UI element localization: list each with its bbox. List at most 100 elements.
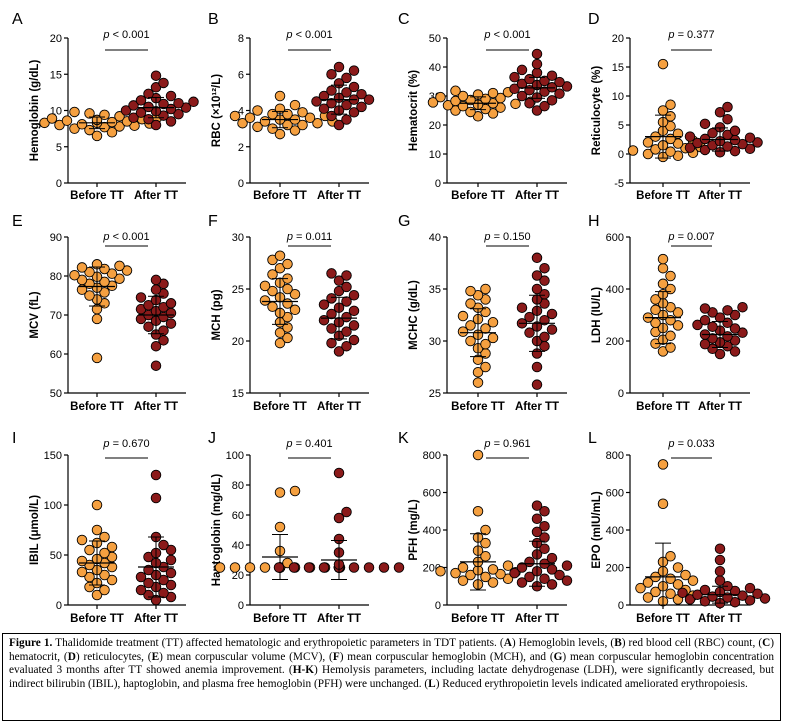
series-before	[427, 85, 536, 122]
y-tick-label: 4	[238, 106, 244, 118]
category-label: Before TT	[70, 190, 124, 202]
data-point	[657, 262, 669, 274]
data-point	[150, 274, 162, 286]
y-tick-label: 150	[44, 450, 62, 462]
data-point	[554, 569, 565, 581]
data-point	[684, 131, 696, 142]
y-tick-label: 5	[618, 120, 624, 132]
data-point	[91, 313, 103, 325]
data-point	[348, 320, 360, 331]
panel-letter: G	[398, 213, 410, 230]
data-point	[363, 562, 375, 573]
data-point	[657, 459, 669, 470]
data-point	[99, 547, 110, 559]
y-tick-label: -5	[614, 178, 624, 190]
data-point	[188, 96, 199, 108]
data-point	[326, 68, 337, 80]
data-point	[135, 584, 147, 596]
panel-f: F 15 20 25 30 MCH (pg) Before TT After TT p = 0.…	[208, 213, 369, 413]
data-point	[546, 564, 558, 575]
caption-segment: L	[428, 677, 436, 690]
category-label: Before TT	[70, 613, 124, 625]
pvalue-label: p = 0.670	[102, 438, 149, 450]
series-after	[509, 500, 573, 592]
data-point	[752, 588, 763, 600]
data-point	[531, 500, 543, 511]
data-point	[106, 126, 118, 138]
data-point	[267, 269, 278, 280]
y-tick-label: 0	[56, 600, 62, 612]
data-point	[699, 303, 711, 314]
data-point	[642, 137, 654, 148]
data-point	[289, 99, 301, 111]
pvalue-rest: < 0.001	[110, 231, 150, 243]
y-tick-label: 800	[606, 450, 624, 462]
data-point	[714, 554, 726, 566]
pvalue-label: p = 0.377	[667, 29, 714, 41]
y-tick-label: 100	[226, 450, 244, 462]
y-tick-label: 15	[50, 69, 62, 81]
caption-body: Thalidomide treatment (TT) affected hema…	[9, 637, 774, 690]
data-point	[173, 97, 184, 109]
data-point	[99, 287, 110, 298]
y-tick-label: 800	[423, 450, 441, 462]
data-point	[759, 593, 771, 604]
caption-segment: ) mean corpuscular volume (MCV), (	[159, 650, 333, 663]
data-point	[76, 534, 88, 546]
series-before	[642, 253, 684, 357]
y-tick-label: 20	[429, 120, 441, 132]
y-tick-label: 0	[435, 600, 441, 612]
panel-letter: L	[588, 430, 597, 447]
pvalue-rest: < 0.001	[110, 29, 150, 41]
y-axis-title: MCH (pg)	[211, 289, 223, 340]
data-point	[546, 579, 558, 590]
data-point	[672, 562, 684, 573]
caption-segment: ) Reduced erythropoietin levels indicate…	[435, 677, 748, 690]
data-point	[450, 85, 461, 97]
data-point	[158, 587, 169, 599]
data-point	[635, 582, 646, 594]
data-point	[450, 567, 461, 579]
pvalue-p: p	[667, 231, 674, 243]
pvalue-label: p = 0.150	[483, 231, 530, 243]
data-point	[128, 112, 139, 123]
pvalue-label: p = 0.007	[667, 231, 714, 243]
series-before	[259, 250, 301, 349]
data-point	[650, 586, 661, 598]
y-tick-label: 80	[232, 480, 244, 492]
data-point	[341, 99, 352, 111]
panel-letter: K	[398, 430, 409, 447]
data-point	[341, 506, 352, 518]
y-tick-label: 400	[606, 284, 624, 296]
data-point	[91, 352, 103, 364]
pvalue-p: p	[483, 231, 490, 243]
data-point	[348, 334, 360, 346]
data-point	[326, 323, 337, 334]
data-point	[427, 97, 439, 108]
data-point	[737, 301, 748, 313]
y-axis-title: IBIL (μmol/L)	[29, 495, 41, 565]
data-point	[554, 76, 565, 88]
data-point	[457, 310, 469, 322]
caption-segment: C	[762, 637, 771, 649]
panel-letter: I	[12, 430, 16, 447]
data-point	[687, 575, 699, 586]
data-point	[237, 117, 248, 129]
data-point	[487, 564, 499, 575]
data-point	[297, 107, 308, 118]
data-point	[707, 343, 718, 355]
data-point	[465, 320, 476, 331]
data-point	[318, 562, 330, 573]
y-tick-label: 6	[238, 69, 244, 81]
data-point	[326, 110, 337, 122]
data-point	[546, 95, 558, 106]
panel-letter: C	[398, 11, 410, 28]
data-point	[714, 566, 726, 577]
pvalue-p: p	[285, 29, 292, 41]
y-tick-label: 0	[618, 600, 624, 612]
category-label: After TT	[317, 401, 361, 413]
data-point	[99, 569, 110, 581]
data-point	[531, 48, 543, 60]
y-axis-title: MCHC (g/dL)	[408, 280, 420, 350]
data-point	[274, 128, 286, 140]
